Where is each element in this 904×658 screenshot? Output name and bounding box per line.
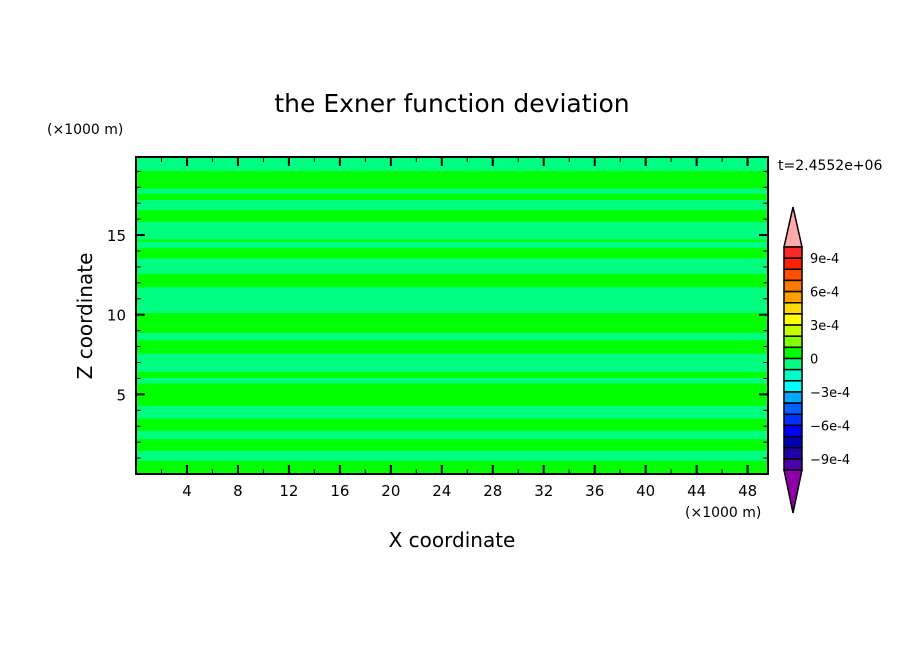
colorbar-box xyxy=(783,290,803,304)
y-tick-label: 10 xyxy=(107,307,126,325)
contour-bands xyxy=(136,157,768,475)
contour-band xyxy=(136,333,768,341)
y-unit-label: (×1000 m) xyxy=(47,122,123,138)
x-tick-label: 12 xyxy=(279,482,298,500)
contour-band xyxy=(136,200,768,211)
colorbar-over-triangle xyxy=(783,206,803,248)
contour-band xyxy=(136,193,768,201)
y-tick-label: 5 xyxy=(116,386,126,404)
colorbar-box xyxy=(783,458,803,471)
colorbar-box xyxy=(783,413,803,427)
contour-band xyxy=(136,313,768,334)
x-unit-label: (×1000 m) xyxy=(685,505,761,521)
x-tick-label: 36 xyxy=(585,482,604,500)
colorbar-label: −6e-4 xyxy=(810,419,850,434)
colorbar-box xyxy=(783,302,803,315)
colorbar-box xyxy=(783,435,803,449)
contour-band xyxy=(136,248,768,259)
x-tick-label: 32 xyxy=(534,482,553,500)
contour-band xyxy=(136,372,768,379)
x-tick-label: 40 xyxy=(636,482,655,500)
colorbar-box xyxy=(783,402,803,416)
time-label: t=2.4552e+06 xyxy=(778,158,882,174)
colorbar-label: −9e-4 xyxy=(810,453,850,468)
colorbar: 9e-4 6e-4 3e-4 0 −3e-4 −6e-4 −9e-4 xyxy=(783,206,850,514)
contour-band xyxy=(136,241,768,249)
contour-band xyxy=(136,188,768,195)
x-tick-label: 24 xyxy=(432,482,451,500)
contour-band xyxy=(136,439,768,452)
contour-band xyxy=(136,239,768,243)
contour-band xyxy=(136,460,768,475)
contour-band xyxy=(136,405,768,420)
x-tick-label: 20 xyxy=(381,482,400,500)
colorbar-box xyxy=(783,279,803,293)
colorbar-box xyxy=(783,391,803,404)
colorbar-label: 0 xyxy=(810,353,818,368)
plot-frame xyxy=(135,156,769,475)
x-tick-label: 8 xyxy=(233,482,243,500)
colorbar-box xyxy=(783,446,803,460)
chart-title: the Exner function deviation xyxy=(274,89,629,118)
contour-band xyxy=(136,450,768,462)
colorbar-under-triangle xyxy=(783,469,803,514)
y-axis-label: Z coordinate xyxy=(73,253,97,380)
colorbar-box xyxy=(783,368,803,382)
contour-band xyxy=(136,221,768,240)
contour-band xyxy=(136,418,768,432)
x-tick-label: 4 xyxy=(182,482,192,500)
contour-band xyxy=(136,287,768,314)
contour-band xyxy=(136,157,768,172)
y-tick-label: 15 xyxy=(107,227,126,245)
colorbar-box xyxy=(783,380,803,393)
x-tick-label: 28 xyxy=(483,482,502,500)
x-tick-label: 16 xyxy=(330,482,349,500)
colorbar-box xyxy=(783,324,803,337)
contour-band xyxy=(136,258,768,275)
contour-band xyxy=(136,353,768,373)
x-axis-label: X coordinate xyxy=(389,528,516,552)
colorbar-box xyxy=(783,335,803,349)
colorbar-label: 3e-4 xyxy=(810,319,839,334)
colorbar-label: 6e-4 xyxy=(810,286,839,301)
contour-band xyxy=(136,383,768,407)
colorbar-label: −3e-4 xyxy=(810,386,850,401)
contour-band xyxy=(136,377,768,384)
colorbar-box xyxy=(783,346,803,360)
contour-band xyxy=(136,273,768,288)
x-tick-label: 48 xyxy=(738,482,757,500)
colorbar-box xyxy=(783,257,803,271)
colorbar-box xyxy=(783,268,803,282)
contour-band xyxy=(136,210,768,223)
contour-band xyxy=(136,430,768,440)
colorbar-box xyxy=(783,246,803,259)
colorbar-box xyxy=(783,313,803,326)
contour-band xyxy=(136,340,768,355)
colorbar-box xyxy=(783,357,803,371)
contour-band xyxy=(136,171,768,190)
colorbar-box xyxy=(783,424,803,438)
colorbar-label: 9e-4 xyxy=(810,252,839,267)
x-tick-label: 44 xyxy=(687,482,706,500)
